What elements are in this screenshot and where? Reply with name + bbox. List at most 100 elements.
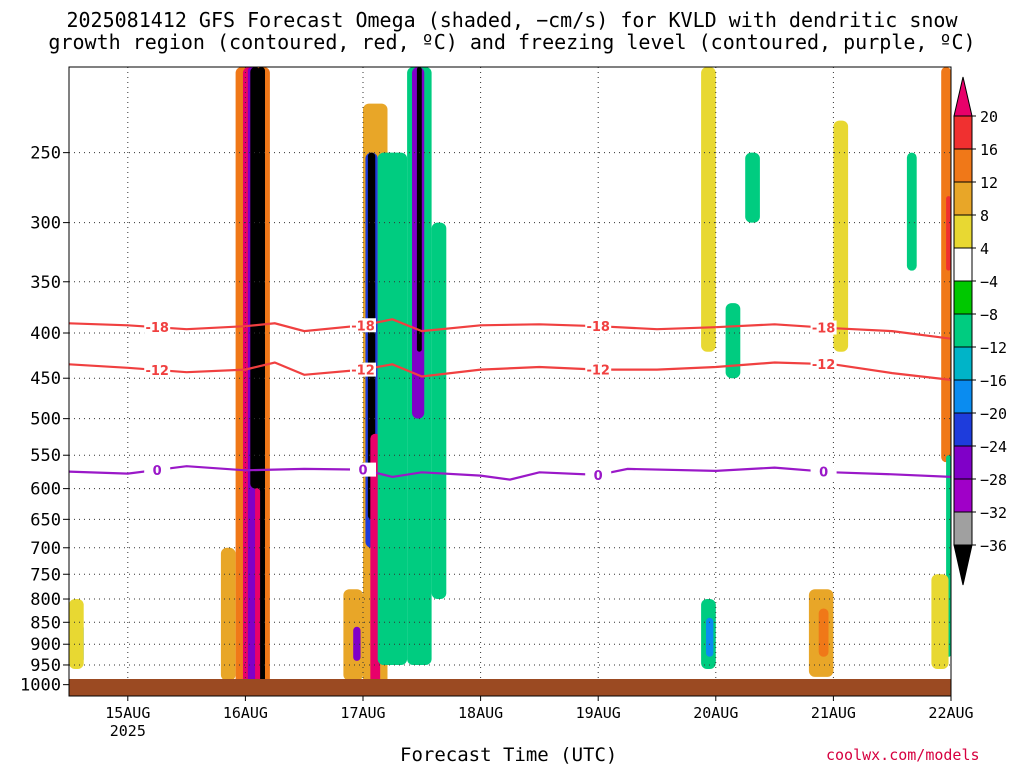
- omega-cell: [818, 608, 829, 657]
- contour-label: 0: [819, 466, 828, 481]
- contour-label: 0: [594, 469, 603, 484]
- contour-label: -18: [812, 322, 836, 337]
- omega-cell: [946, 196, 951, 271]
- omega-cell: [255, 488, 261, 691]
- colorbar-label: −8: [980, 306, 998, 324]
- contour-label-bg: [144, 320, 171, 335]
- colorbar-label: 4: [980, 240, 989, 258]
- colorbar-label: 12: [980, 174, 998, 192]
- omega-cell: [745, 152, 760, 223]
- colorbar-label: 20: [980, 108, 998, 126]
- y-tick-label: 700: [30, 539, 61, 559]
- contour-label-bg: [144, 363, 171, 378]
- omega-cell: [906, 152, 917, 271]
- omega-cell: [701, 67, 716, 352]
- colorbar-box: [953, 247, 973, 282]
- x-tick-label: 20AUG: [693, 704, 738, 722]
- colorbar-box: [953, 445, 973, 480]
- contour-line--18: [69, 318, 951, 340]
- colorbar-box: [953, 379, 973, 414]
- terrain-band: [69, 679, 951, 696]
- y-tick-label: 350: [30, 273, 61, 293]
- credit-link[interactable]: coolwx.com/models: [826, 746, 980, 764]
- contour-label-bg: [350, 362, 376, 377]
- colorbar-label: 8: [980, 207, 989, 225]
- contour-label-bg: [350, 318, 376, 333]
- colorbar-box: [953, 214, 973, 249]
- contour-line-0: [69, 465, 951, 481]
- y-tick-label: 600: [30, 480, 61, 500]
- omega-cell: [431, 222, 447, 600]
- omega-cell: [833, 120, 849, 352]
- y-tick-label: 300: [30, 214, 61, 234]
- colorbar-box: [953, 148, 973, 183]
- colorbar-label: −16: [980, 372, 1007, 390]
- y-tick-label: 950: [30, 656, 61, 676]
- y-tick-label: 800: [30, 590, 61, 610]
- chart-title-line-1: 2025081412 GFS Forecast Omega (shaded, −…: [66, 8, 958, 32]
- x-tick-label: 22AUG: [928, 704, 973, 722]
- y-tick-label: 400: [30, 324, 61, 344]
- colorbar-top-arrow: [953, 76, 973, 117]
- contour-label-bg: [144, 462, 171, 477]
- contour-label-bg: [585, 319, 612, 334]
- colorbar-label: −36: [980, 537, 1007, 555]
- contour-label-bg: [585, 362, 612, 377]
- colorbar-box: [953, 412, 973, 447]
- contour-label: -18: [145, 321, 169, 336]
- contour-label: 0: [153, 464, 162, 479]
- colorbar-box: [953, 181, 973, 216]
- colorbar-box: [953, 511, 973, 546]
- colorbar-label: −28: [980, 471, 1007, 489]
- contour-label-bg: [810, 464, 837, 479]
- contour-label: 0: [358, 464, 367, 479]
- plot-frame: [68, 66, 952, 697]
- colorbar-label: −12: [980, 339, 1007, 357]
- omega-cell: [220, 547, 236, 681]
- y-tick-label: 450: [30, 369, 61, 389]
- colorbar-box: [953, 346, 973, 381]
- contour-label: -18: [586, 320, 610, 335]
- contour-label-bg: [810, 357, 837, 372]
- contour-line--12: [69, 361, 951, 381]
- omega-cell: [706, 617, 714, 657]
- omega-cell: [367, 152, 376, 520]
- y-tick-label: 900: [30, 635, 61, 655]
- contour-label: -12: [586, 364, 610, 379]
- y-tick-label: 500: [30, 410, 61, 430]
- omega-cell: [377, 152, 408, 665]
- omega-cell: [353, 626, 361, 661]
- omega-cell: [725, 303, 741, 379]
- colorbar-label: −4: [980, 273, 998, 291]
- contour-label: -12: [812, 358, 836, 373]
- y-tick-label: 550: [30, 446, 61, 466]
- colorbar-box: [953, 115, 973, 150]
- contour-label: -12: [145, 364, 169, 379]
- x-tick-label: 19AUG: [576, 704, 621, 722]
- x-tick-year: 2025: [110, 722, 146, 740]
- colorbar-box: [953, 313, 973, 348]
- y-tick-label: 850: [30, 613, 61, 633]
- contour-label-bg: [350, 462, 376, 477]
- colorbar-label: −32: [980, 504, 1007, 522]
- colorbar-box: [953, 280, 973, 315]
- contour-label: -18: [351, 319, 375, 334]
- contour-label: -12: [351, 364, 375, 379]
- y-tick-label: 750: [30, 565, 61, 585]
- y-tick-label: 650: [30, 510, 61, 530]
- y-tick-label: 1000: [20, 676, 61, 696]
- omega-cell: [69, 599, 84, 669]
- chart-title-line-2: growth region (contoured, red, ºC) and f…: [48, 30, 976, 54]
- x-axis-title: Forecast Time (UTC): [400, 744, 618, 766]
- contour-label-bg: [585, 467, 612, 482]
- y-tick-label: 250: [30, 144, 61, 164]
- colorbar-label: 16: [980, 141, 998, 159]
- omega-cell: [416, 67, 422, 352]
- colorbar-label: −20: [980, 405, 1007, 423]
- colorbar-label: −24: [980, 438, 1007, 456]
- x-tick-label: 17AUG: [340, 704, 385, 722]
- colorbar-bottom-arrow: [953, 544, 973, 586]
- contour-label-bg: [810, 320, 837, 335]
- x-tick-label: 18AUG: [458, 704, 503, 722]
